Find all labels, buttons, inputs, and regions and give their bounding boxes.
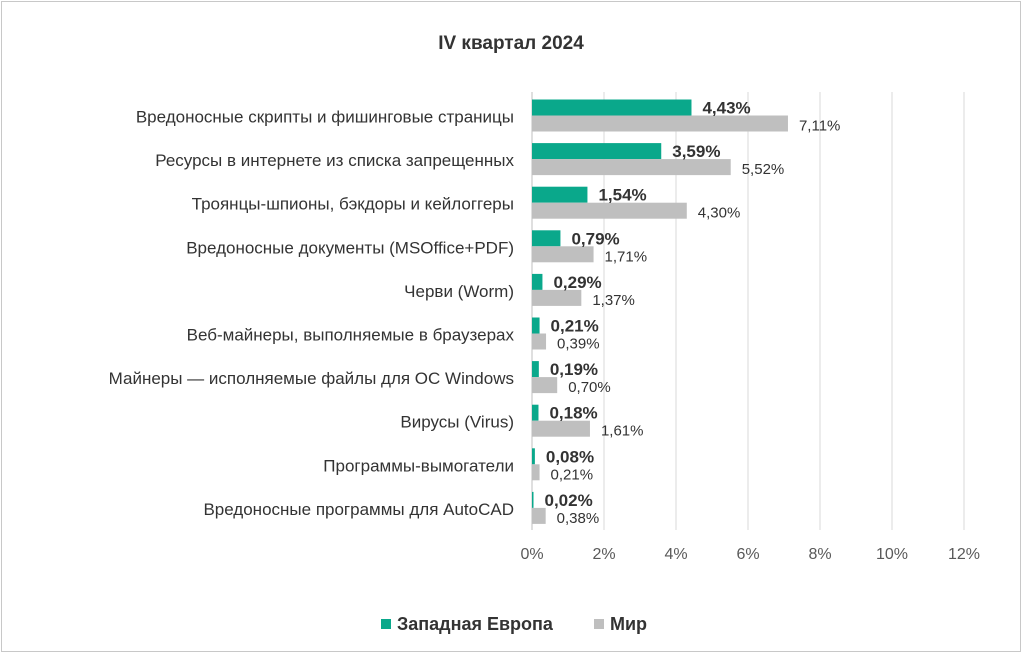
x-tick-label: 2% [592, 546, 615, 563]
category-label: Вредоносные программы для AutoCAD [203, 500, 514, 519]
data-label-western-europe: 3,59% [672, 142, 720, 161]
data-label-world: 7,11% [799, 118, 840, 135]
bar-world [532, 202, 687, 219]
bar-world [532, 115, 788, 132]
category-label: Черви (Worm) [404, 282, 514, 301]
legend-swatch-world [594, 619, 604, 629]
bar-western-europe [532, 491, 534, 508]
x-tick-label: 12% [948, 546, 980, 563]
category-label: Майнеры — исполняемые файлы для ОС Windo… [109, 369, 514, 388]
category-label: Программы-вымогатели [323, 456, 514, 475]
bar-western-europe [532, 230, 561, 247]
data-label-western-europe: 0,29% [553, 273, 601, 292]
data-label-world: 0,70% [568, 379, 611, 396]
data-label-world: 4,30% [698, 205, 741, 222]
data-label-world: 5,52% [742, 161, 785, 178]
data-label-world: 0,39% [557, 336, 600, 353]
bar-western-europe [532, 361, 539, 378]
x-tick-label: 6% [736, 546, 759, 563]
data-label-world: 1,61% [601, 423, 644, 440]
bar-world [532, 333, 547, 350]
data-label-world: 0,21% [551, 466, 594, 483]
data-label-western-europe: 0,79% [571, 229, 619, 248]
category-label: Веб-майнеры, выполняемые в браузерах [187, 326, 515, 345]
bar-world [532, 464, 540, 481]
category-label: Вредоносные скрипты и фишинговые страниц… [136, 108, 514, 127]
x-tick-label: 4% [664, 546, 687, 563]
bar-western-europe [532, 99, 692, 116]
bar-western-europe [532, 143, 662, 160]
bar-world [532, 507, 546, 524]
bar-world [532, 289, 582, 306]
data-label-western-europe: 0,21% [551, 317, 599, 336]
data-label-western-europe: 0,08% [546, 447, 594, 466]
x-tick-label: 8% [808, 546, 831, 563]
category-label: Ресурсы в интернете из списка запрещенны… [155, 151, 514, 170]
bar-western-europe [532, 317, 540, 334]
data-label-western-europe: 0,02% [545, 491, 593, 510]
legend-swatch-western-europe [381, 619, 391, 629]
data-label-western-europe: 1,54% [598, 186, 646, 205]
data-labels: 4,43% 7,11% 3,59% 5,52% 1,54% 4,30% 0,79%1,71%… [545, 99, 841, 527]
category-labels: Вредоносные скрипты и фишинговые страниц… [109, 108, 515, 519]
legend-label-world: Мир [610, 614, 647, 634]
bar-western-europe [532, 186, 588, 203]
data-label-western-europe: 0,18% [549, 404, 597, 423]
data-label-world: 1,37% [592, 292, 635, 309]
bar-world [532, 377, 558, 394]
bar-world [532, 159, 731, 176]
x-tick-label: 10% [876, 546, 908, 563]
data-label-western-europe: 4,43% [702, 99, 750, 118]
category-label: Троянцы-шпионы, бэкдоры и кейлоггеры [192, 195, 514, 214]
bar-world [532, 420, 590, 437]
data-label-western-europe: 0,19% [550, 360, 598, 379]
bar-western-europe [532, 404, 539, 421]
legend-label-western-europe: Западная Европа [397, 614, 554, 634]
x-axis-ticks: 0% 2% 4% 6% 8% 10% 12% [520, 546, 980, 563]
bar-western-europe [532, 448, 535, 465]
bar-western-europe [532, 273, 543, 290]
category-label: Вредоносные документы (MSOffice+PDF) [186, 238, 514, 257]
category-label: Вирусы (Virus) [400, 413, 514, 432]
bar-world [532, 246, 594, 263]
legend: Западная Европа Мир [381, 614, 647, 634]
chart-title: IV квартал 2024 [438, 33, 584, 54]
x-tick-label: 0% [520, 546, 543, 563]
data-label-world: 1,71% [605, 248, 648, 265]
bars [532, 99, 788, 524]
data-label-world: 0,38% [557, 510, 600, 527]
